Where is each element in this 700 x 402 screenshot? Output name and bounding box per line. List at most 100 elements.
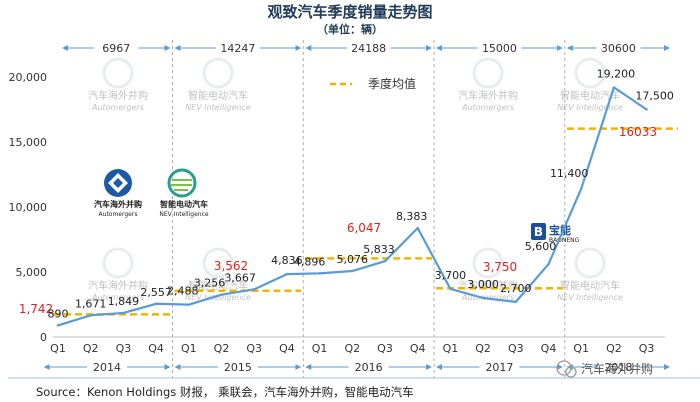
watermark-cn: 智能电动汽车 xyxy=(560,89,620,102)
data-point xyxy=(89,314,92,317)
x-tick-label: Q3 xyxy=(116,342,132,355)
nev-logo-en: NEV Intelligence xyxy=(159,211,209,218)
x-axis-ticks: Q1 Q2 Q3 Q4 Q1 Q2 Q3 Q4 Q1 Q2 Q3 Q4 Q1 Q2 Q3 Q4 Q1 Q2 Q3 xyxy=(50,342,654,355)
watermark-emblem xyxy=(202,247,234,279)
chart-subtitle: （单位：辆） xyxy=(317,22,383,36)
data-point xyxy=(612,86,616,89)
watermark-cn: 汽车海外并购 xyxy=(88,89,148,102)
watermark-cn: 智能电动汽车 xyxy=(560,279,620,292)
data-label: 5,833 xyxy=(363,243,395,256)
quarterly-average-label: 16033 xyxy=(619,125,657,139)
x-tick-label: Q3 xyxy=(639,342,655,355)
data-label: 4,836 xyxy=(271,254,303,267)
x-tick-label: Q2 xyxy=(606,342,622,355)
data-point xyxy=(645,108,648,111)
x-tick-label: Q1 xyxy=(312,342,328,355)
watermark-emblem xyxy=(102,57,134,89)
nev-logo: 智能电动汽车 NEV Intelligence xyxy=(159,168,209,218)
data-label: 1,671 xyxy=(75,297,107,310)
data-label: 1,849 xyxy=(108,295,140,308)
x-tick-label: Q4 xyxy=(410,342,426,355)
chart-title: 观致汽车季度销量走势图 xyxy=(267,3,432,21)
watermark-emblem xyxy=(472,57,504,89)
source-note: Source：Kenon Holdings 财报， 乘联会，汽车海外并购，智能电… xyxy=(36,385,414,399)
watermark-en: NEV Intelligence xyxy=(185,103,251,112)
watermark-en: NEV Intelligence xyxy=(557,293,623,302)
data-point xyxy=(318,272,321,275)
data-point xyxy=(514,300,517,304)
watermark-emblem xyxy=(472,247,504,279)
baoneng-logo-cn: 宝能 xyxy=(549,223,571,237)
data-point xyxy=(253,288,256,291)
nev-logo-cn: 智能电动汽车 xyxy=(160,199,208,209)
data-point xyxy=(351,269,354,273)
watermark-en: NEV Intelligence xyxy=(557,103,623,112)
watermark-en: Automergers xyxy=(461,103,514,112)
year-label: 2015 xyxy=(224,361,252,374)
year-label: 2018 xyxy=(604,361,632,374)
annual-total-label: 30600 xyxy=(601,42,636,55)
x-tick-label: Q1 xyxy=(573,342,589,355)
x-tick-label: Q2 xyxy=(344,342,360,355)
data-label: 2,557 xyxy=(140,286,172,299)
data-label: 2,488 xyxy=(167,285,199,298)
watermark-cn: 智能电动汽车 xyxy=(188,279,248,292)
x-tick-label: Q1 xyxy=(443,342,459,355)
data-point xyxy=(547,263,550,266)
y-axis-ticks: 0 5,000 10,000 15,000 20,000 xyxy=(9,71,48,344)
quarterly-average-label: 3,562 xyxy=(214,259,248,273)
y-tick-label: 0 xyxy=(40,331,47,344)
x-tick-label: Q1 xyxy=(181,342,197,355)
year-label: 2016 xyxy=(355,361,383,374)
year-label: 2014 xyxy=(93,361,121,374)
watermark-en: Automergers xyxy=(91,103,144,112)
watermark-emblem xyxy=(202,57,234,89)
annual-total-label: 14247 xyxy=(220,42,255,55)
x-tick-label: Q3 xyxy=(377,342,393,355)
legend-label: 季度均值 xyxy=(368,76,416,91)
x-tick-label: Q3 xyxy=(246,342,262,355)
year-dividers xyxy=(172,40,566,378)
data-point xyxy=(481,296,485,300)
data-label: 5,600 xyxy=(525,240,557,253)
wechat-badge: 汽车海外并购 xyxy=(556,360,653,378)
watermark-cn: 汽车海外并购 xyxy=(88,279,148,292)
data-label: 3,000 xyxy=(467,278,499,291)
data-label: 11,400 xyxy=(550,167,589,180)
x-tick-label: Q4 xyxy=(279,342,295,355)
automergers-logo: 汽车海外并购 Automergers xyxy=(94,169,142,218)
x-tick-label: Q3 xyxy=(508,342,524,355)
year-label: 2017 xyxy=(485,361,513,374)
automergers-logo-en: Automergers xyxy=(99,211,138,218)
year-labels: 2014 2015 2016 2017 2018 xyxy=(43,361,670,374)
data-point xyxy=(383,259,387,263)
svg-text:B: B xyxy=(534,225,543,239)
watermark-emblem xyxy=(102,247,134,279)
x-tick-label: Q1 xyxy=(50,342,66,355)
data-point xyxy=(285,272,289,276)
x-tick-label: Q2 xyxy=(475,342,491,355)
data-label: 4,896 xyxy=(294,255,326,268)
data-point xyxy=(416,226,419,230)
automergers-logo-cn: 汽车海外并购 xyxy=(94,199,142,209)
data-label: 17,500 xyxy=(635,90,674,103)
watermark-cn: 汽车海外并购 xyxy=(458,89,518,102)
quarterly-average-label: 3,750 xyxy=(483,260,517,274)
baoneng-logo-en: BAONENG xyxy=(549,237,580,244)
data-label: 3,256 xyxy=(194,277,226,290)
watermark-emblem xyxy=(574,57,606,89)
x-tick-label: Q2 xyxy=(83,342,99,355)
wechat-account: 汽车海外并购 xyxy=(581,361,653,376)
watermark-en: Automergers xyxy=(91,293,144,302)
data-label: 3,700 xyxy=(435,269,467,282)
x-tick-label: Q2 xyxy=(214,342,230,355)
y-tick-label: 10,000 xyxy=(9,201,48,214)
annual-total-label: 6967 xyxy=(102,42,130,55)
data-label: 2,700 xyxy=(500,282,532,295)
y-tick-label: 15,000 xyxy=(9,136,48,149)
data-point xyxy=(449,287,452,291)
watermark-emblem xyxy=(574,247,606,279)
annual-total-label: 15000 xyxy=(482,42,517,55)
